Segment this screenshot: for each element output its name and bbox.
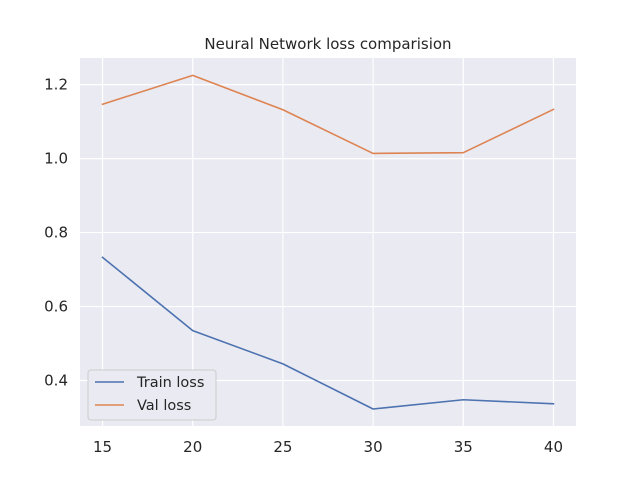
y-tick-label: 1.2 xyxy=(44,76,68,94)
x-tick-label: 25 xyxy=(273,438,292,456)
legend: Train loss Val loss xyxy=(87,369,217,421)
chart-title: Neural Network loss comparision xyxy=(204,35,451,53)
plot-area xyxy=(80,58,576,426)
series-lines xyxy=(101,74,555,410)
x-tick-label: 30 xyxy=(364,438,383,456)
legend-label-val-loss: Val loss xyxy=(137,398,191,414)
series-line-train-loss xyxy=(101,256,555,410)
legend-label-train-loss: Train loss xyxy=(136,375,204,391)
x-tick-label: 15 xyxy=(93,438,112,456)
y-tick-labels: 0.4 0.6 0.8 1.0 1.2 xyxy=(44,76,68,390)
x-tick-label: 20 xyxy=(183,438,202,456)
x-gridlines xyxy=(101,58,555,426)
y-tick-label: 0.4 xyxy=(44,372,68,390)
y-tick-label: 1.0 xyxy=(44,150,68,168)
series-line-val-loss xyxy=(101,74,555,155)
y-tick-label: 0.8 xyxy=(44,224,68,242)
x-tick-labels: 15 20 25 30 35 40 xyxy=(93,438,563,456)
x-tick-label: 40 xyxy=(544,438,563,456)
x-tick-label: 35 xyxy=(454,438,473,456)
y-tick-label: 0.6 xyxy=(44,298,68,316)
